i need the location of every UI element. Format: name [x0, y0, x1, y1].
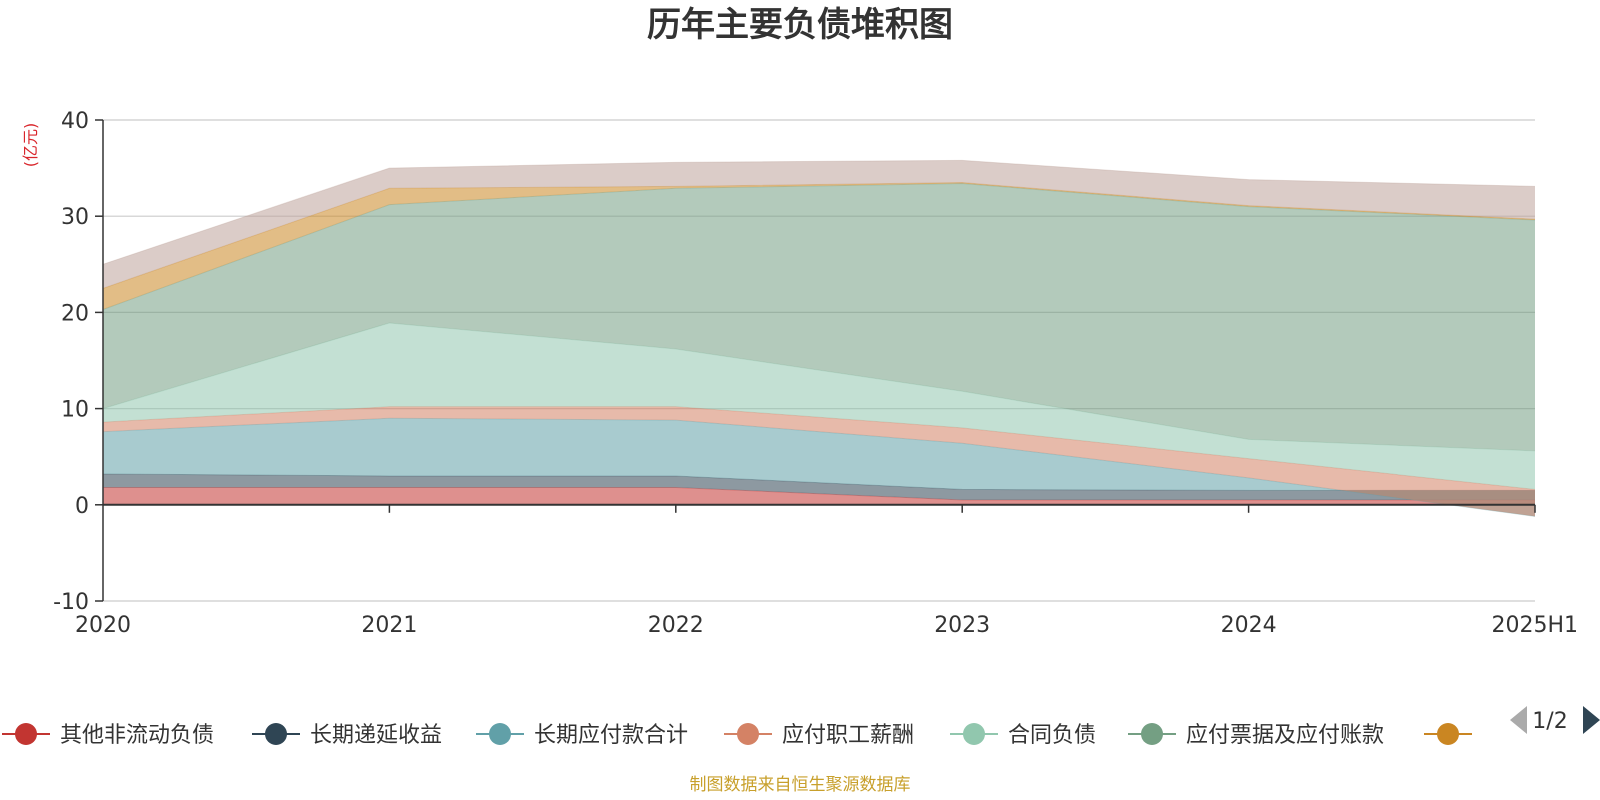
- legend-label: 长期递延收益: [310, 723, 442, 748]
- legend-item-5[interactable]: 合同负债: [950, 723, 1096, 748]
- legend-item-2[interactable]: 长期递延收益: [252, 723, 442, 748]
- x-tick-label: 2025H1: [1491, 613, 1578, 638]
- legend-marker-icon: [265, 723, 287, 745]
- area-series-2: [103, 474, 1535, 500]
- legend-label: 应付票据及应付账款: [1186, 723, 1384, 748]
- legend-page-indicator: 1/2: [1532, 709, 1567, 734]
- legend-pager[interactable]: 1/2: [1510, 706, 1600, 734]
- legend-item-3[interactable]: 长期应付款合计: [476, 723, 688, 748]
- y-tick-label: 20: [61, 301, 89, 326]
- area-series-group: [102, 159, 1536, 517]
- legend-label: 应付职工薪酬: [782, 723, 914, 748]
- legend-label: 其他非流动负债: [60, 723, 214, 748]
- area-series-line-8: [102, 159, 1536, 265]
- legend-marker-icon: [1437, 723, 1459, 745]
- legend-prev-page-icon[interactable]: [1510, 706, 1527, 734]
- area-series-5: [103, 322, 1535, 490]
- legend-marker-icon: [489, 723, 511, 745]
- y-tick-label: 0: [75, 494, 89, 519]
- legend-marker-icon: [737, 723, 759, 745]
- axes: -10 0 10 20 30 40 2020 2021 2022 2023 2024 2025H1: [53, 109, 1578, 638]
- legend-label: 合同负债: [1008, 723, 1096, 748]
- legend-marker-icon: [1141, 723, 1163, 745]
- y-tick-label: 10: [61, 398, 89, 423]
- source-note: 制图数据来自恒生聚源数据库: [690, 775, 911, 795]
- x-tick-label: 2023: [934, 613, 990, 638]
- legend[interactable]: 其他非流动负债 长期递延收益 长期应付款合计 应付职工薪酬 合同负债 应付票据及应付账款: [2, 723, 1472, 748]
- legend-marker-icon: [963, 723, 985, 745]
- legend-item-4[interactable]: 应付职工薪酬: [724, 723, 914, 748]
- area-series-6: [103, 183, 1535, 451]
- y-tick-label: -10: [53, 590, 89, 615]
- x-tick-label: 2024: [1221, 613, 1277, 638]
- area-series-3: [103, 418, 1535, 517]
- legend-item-6[interactable]: 应付票据及应付账款: [1128, 723, 1384, 748]
- y-tick-label: 30: [61, 205, 89, 230]
- area-series-4: [103, 406, 1535, 517]
- area-series-1: [103, 487, 1535, 505]
- y-tick-label: 40: [61, 109, 89, 134]
- x-tick-label: 2022: [648, 613, 704, 638]
- y-axis-unit-label: (亿元): [21, 123, 40, 168]
- legend-next-page-icon[interactable]: [1583, 706, 1600, 734]
- area-series-8: [103, 160, 1535, 289]
- x-tick-label: 2021: [361, 613, 417, 638]
- x-tick-label: 2020: [75, 613, 131, 638]
- legend-item-7[interactable]: [1424, 723, 1472, 745]
- legend-item-1[interactable]: 其他非流动负债: [2, 723, 214, 748]
- legend-marker-icon: [15, 723, 37, 745]
- legend-label: 长期应付款合计: [534, 723, 688, 748]
- chart-title: 历年主要负债堆积图: [647, 5, 953, 45]
